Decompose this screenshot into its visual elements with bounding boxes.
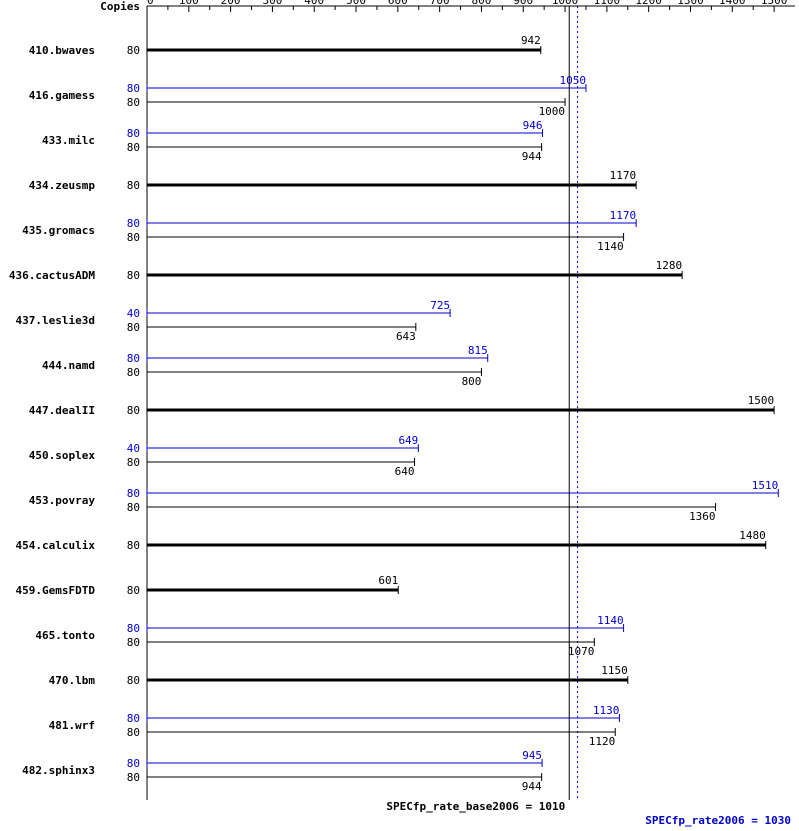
value-label-base: 944 — [522, 150, 542, 163]
copies-base: 80 — [127, 44, 140, 57]
axis-tick-label: 700 — [430, 0, 450, 7]
axis-tick-label: 600 — [388, 0, 408, 7]
value-label-base: 1170 — [610, 169, 637, 182]
value-label-base: 1480 — [739, 529, 766, 542]
axis-title: Copies — [100, 0, 140, 13]
value-label-base: 640 — [395, 465, 415, 478]
benchmark-label: 436.cactusADM — [9, 269, 95, 282]
value-label-base: 1280 — [656, 259, 683, 272]
axis-tick-label: 1400 — [719, 0, 746, 7]
benchmark-label: 444.namd — [42, 359, 95, 372]
value-label-peak: 725 — [430, 299, 450, 312]
benchmark-label: 433.milc — [42, 134, 95, 147]
copies-base: 80 — [127, 726, 140, 739]
copies-base: 80 — [127, 674, 140, 687]
value-label-base: 1120 — [589, 735, 616, 748]
axis-tick-label: 1300 — [677, 0, 704, 7]
benchmark-label: 434.zeusmp — [29, 179, 96, 192]
benchmark-label: 454.calculix — [16, 539, 96, 552]
value-label-base: 1150 — [601, 664, 628, 677]
copies-base: 80 — [127, 539, 140, 552]
axis-tick-label: 500 — [346, 0, 366, 7]
copies-peak: 80 — [127, 712, 140, 725]
benchmark-label: 447.dealII — [29, 404, 95, 417]
reference-label-peak: SPECfp_rate2006 = 1030 — [645, 814, 791, 827]
value-label-peak: 1170 — [610, 209, 637, 222]
axis-tick-label: 1200 — [635, 0, 662, 7]
axis-tick-label: 200 — [221, 0, 241, 7]
benchmark-label: 437.leslie3d — [16, 314, 95, 327]
copies-base: 80 — [127, 584, 140, 597]
chart-background — [0, 0, 799, 831]
benchmark-label: 465.tonto — [35, 629, 95, 642]
copies-peak: 40 — [127, 307, 140, 320]
axis-tick-label: 1000 — [552, 0, 579, 7]
axis-tick-label: 100 — [179, 0, 199, 7]
copies-peak: 80 — [127, 352, 140, 365]
value-label-base: 1000 — [539, 105, 566, 118]
copies-base: 80 — [127, 96, 140, 109]
value-label-base: 643 — [396, 330, 416, 343]
axis-tick-label: 1500 — [761, 0, 788, 7]
benchmark-label: 481.wrf — [49, 719, 95, 732]
copies-peak: 80 — [127, 127, 140, 140]
value-label-base: 800 — [462, 375, 482, 388]
benchmark-label: 470.lbm — [49, 674, 96, 687]
copies-base: 80 — [127, 456, 140, 469]
copies-base: 80 — [127, 321, 140, 334]
value-label-peak: 1130 — [593, 704, 620, 717]
value-label-peak: 945 — [522, 749, 542, 762]
value-label-peak: 815 — [468, 344, 488, 357]
benchmark-label: 453.povray — [29, 494, 96, 507]
copies-peak: 80 — [127, 757, 140, 770]
copies-base: 80 — [127, 366, 140, 379]
copies-peak: 80 — [127, 622, 140, 635]
benchmark-label: 450.soplex — [29, 449, 96, 462]
value-label-base: 1140 — [597, 240, 624, 253]
value-label-peak: 649 — [398, 434, 418, 447]
value-label-peak: 1050 — [559, 74, 586, 87]
copies-base: 80 — [127, 141, 140, 154]
copies-base: 80 — [127, 231, 140, 244]
reference-label-base: SPECfp_rate_base2006 = 1010 — [386, 800, 565, 813]
value-label-peak: 946 — [523, 119, 543, 132]
value-label-base: 601 — [378, 574, 398, 587]
copies-peak: 80 — [127, 82, 140, 95]
benchmark-label: 416.gamess — [29, 89, 95, 102]
axis-tick-label: 400 — [304, 0, 324, 7]
benchmark-label: 410.bwaves — [29, 44, 95, 57]
copies-peak: 80 — [127, 217, 140, 230]
benchmark-label: 459.GemsFDTD — [16, 584, 96, 597]
copies-base: 80 — [127, 501, 140, 514]
axis-tick-label: 1100 — [594, 0, 621, 7]
value-label-peak: 1140 — [597, 614, 624, 627]
value-label-base: 1360 — [689, 510, 716, 523]
copies-base: 80 — [127, 179, 140, 192]
copies-base: 80 — [127, 771, 140, 784]
copies-peak: 80 — [127, 487, 140, 500]
copies-base: 80 — [127, 636, 140, 649]
value-label-peak: 1510 — [752, 479, 779, 492]
value-label-base: 942 — [521, 34, 541, 47]
axis-tick-label: 300 — [262, 0, 282, 7]
copies-peak: 40 — [127, 442, 140, 455]
axis-tick-label: 900 — [513, 0, 533, 7]
spec-rate-chart: Copies 0 100 200 300 400 500 600 700 800 900 1000 11… — [0, 0, 799, 831]
value-label-base: 944 — [522, 780, 542, 793]
benchmark-label: 482.sphinx3 — [22, 764, 95, 777]
benchmark-label: 435.gromacs — [22, 224, 95, 237]
value-label-base: 1070 — [568, 645, 595, 658]
value-label-base: 1500 — [748, 394, 775, 407]
copies-base: 80 — [127, 404, 140, 417]
copies-base: 80 — [127, 269, 140, 282]
axis-tick-label: 800 — [472, 0, 492, 7]
axis-tick-label: 0 — [147, 0, 154, 7]
